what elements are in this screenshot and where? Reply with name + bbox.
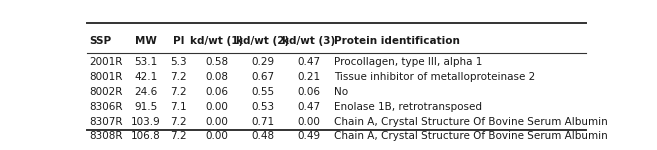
Text: 8002R: 8002R bbox=[89, 87, 123, 97]
Text: 0.71: 0.71 bbox=[252, 117, 275, 127]
Text: 7.2: 7.2 bbox=[171, 87, 187, 97]
Text: 0.21: 0.21 bbox=[297, 72, 320, 82]
Text: Procollagen, type III, alpha 1: Procollagen, type III, alpha 1 bbox=[334, 57, 482, 68]
Text: 0.58: 0.58 bbox=[206, 57, 229, 68]
Text: 24.6: 24.6 bbox=[134, 87, 158, 97]
Text: 8306R: 8306R bbox=[89, 102, 123, 112]
Text: kd/wt (2): kd/wt (2) bbox=[237, 36, 290, 46]
Text: 0.06: 0.06 bbox=[297, 87, 320, 97]
Text: 8308R: 8308R bbox=[89, 131, 123, 141]
Text: 91.5: 91.5 bbox=[134, 102, 158, 112]
Text: 42.1: 42.1 bbox=[134, 72, 158, 82]
Text: PI: PI bbox=[173, 36, 185, 46]
Text: 7.2: 7.2 bbox=[171, 72, 187, 82]
Text: Enolase 1B, retrotransposed: Enolase 1B, retrotransposed bbox=[334, 102, 482, 112]
Text: 0.47: 0.47 bbox=[297, 102, 320, 112]
Text: 2001R: 2001R bbox=[89, 57, 123, 68]
Text: 0.49: 0.49 bbox=[297, 131, 320, 141]
Text: 53.1: 53.1 bbox=[134, 57, 158, 68]
Text: 103.9: 103.9 bbox=[131, 117, 161, 127]
Text: 0.53: 0.53 bbox=[252, 102, 275, 112]
Text: 0.55: 0.55 bbox=[252, 87, 275, 97]
Text: SSP: SSP bbox=[89, 36, 112, 46]
Text: 5.3: 5.3 bbox=[171, 57, 187, 68]
Text: 8307R: 8307R bbox=[89, 117, 123, 127]
Text: 0.67: 0.67 bbox=[252, 72, 275, 82]
Text: 0.08: 0.08 bbox=[206, 72, 229, 82]
Text: Chain A, Crystal Structure Of Bovine Serum Albumin: Chain A, Crystal Structure Of Bovine Ser… bbox=[334, 131, 608, 141]
Text: 0.00: 0.00 bbox=[206, 117, 229, 127]
Text: kd/wt (1): kd/wt (1) bbox=[191, 36, 244, 46]
Text: 0.00: 0.00 bbox=[297, 117, 320, 127]
Text: MW: MW bbox=[135, 36, 157, 46]
Text: kd/wt (3): kd/wt (3) bbox=[282, 36, 335, 46]
Text: 106.8: 106.8 bbox=[131, 131, 161, 141]
Text: 0.00: 0.00 bbox=[206, 102, 229, 112]
Text: 0.06: 0.06 bbox=[206, 87, 229, 97]
Text: 7.2: 7.2 bbox=[171, 131, 187, 141]
Text: 0.29: 0.29 bbox=[252, 57, 275, 68]
Text: 0.47: 0.47 bbox=[297, 57, 320, 68]
Text: 0.48: 0.48 bbox=[252, 131, 275, 141]
Text: No: No bbox=[334, 87, 348, 97]
Text: 7.1: 7.1 bbox=[171, 102, 187, 112]
Text: 7.2: 7.2 bbox=[171, 117, 187, 127]
Text: 8001R: 8001R bbox=[89, 72, 123, 82]
Text: Protein identification: Protein identification bbox=[334, 36, 459, 46]
Text: 0.00: 0.00 bbox=[206, 131, 229, 141]
Text: Chain A, Crystal Structure Of Bovine Serum Albumin: Chain A, Crystal Structure Of Bovine Ser… bbox=[334, 117, 608, 127]
Text: Tissue inhibitor of metalloproteinase 2: Tissue inhibitor of metalloproteinase 2 bbox=[334, 72, 535, 82]
